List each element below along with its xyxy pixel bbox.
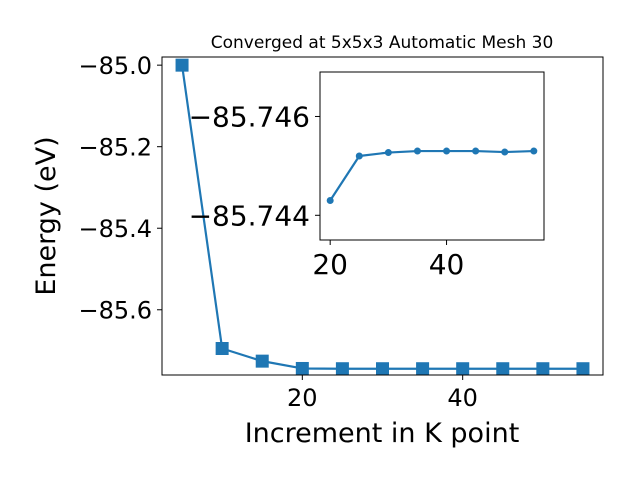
main-data-point xyxy=(496,362,510,376)
main-data-point xyxy=(175,58,189,72)
chart-title: Converged at 5x5x3 Automatic Mesh 30 xyxy=(211,33,554,53)
inset-data-point xyxy=(355,152,363,160)
inset-data-point xyxy=(501,148,509,156)
inset-data-point xyxy=(530,147,538,155)
inset-x-tick-label: 40 xyxy=(429,248,465,281)
inset-y-tick-label: −85.746 xyxy=(189,101,310,134)
main-y-axis: −85.0 −85.2 −85.4 −85.6 xyxy=(78,52,162,324)
main-data-point xyxy=(376,362,389,376)
main-data-point xyxy=(215,342,229,355)
inset-data-point xyxy=(326,196,334,204)
inset-x-tick-label: 20 xyxy=(312,248,348,281)
main-data-point xyxy=(456,362,470,376)
inset-axes-frame xyxy=(319,71,545,241)
main-x-axis: 20 40 xyxy=(287,375,478,412)
inset-x-axis: 20 40 xyxy=(312,240,464,281)
inset-data-point xyxy=(443,147,451,155)
main-chart: Converged at 5x5x3 Automatic Mesh 30 20 4… xyxy=(31,33,604,449)
main-y-tick-label: −85.4 xyxy=(78,215,152,243)
main-x-tick-label: 40 xyxy=(447,384,478,412)
main-data-point xyxy=(255,354,269,368)
y-axis-label: Energy (eV) xyxy=(31,136,62,295)
main-data-point xyxy=(295,361,309,375)
inset-series-line xyxy=(329,149,534,202)
main-data-point xyxy=(416,362,430,376)
main-y-tick-label: −85.0 xyxy=(78,52,152,80)
main-y-tick-label: −85.6 xyxy=(78,296,152,324)
main-data-point xyxy=(335,362,349,376)
x-axis-label: Increment in K point xyxy=(245,418,520,449)
main-axes-frame xyxy=(161,56,604,376)
inset-data-point xyxy=(413,147,421,155)
inset-y-tick-label: −85.744 xyxy=(189,199,310,232)
main-y-tick-label: −85.2 xyxy=(78,133,152,161)
inset-data-point xyxy=(384,149,392,157)
main-data-point xyxy=(536,362,550,376)
inset-axes-background xyxy=(320,72,544,240)
main-plot-area xyxy=(175,58,590,376)
inset-plot-area xyxy=(326,147,538,204)
inset-chart: 20 40 −85.746−85.744 xyxy=(189,71,545,281)
main-x-tick-label: 20 xyxy=(287,384,318,412)
main-data-point xyxy=(576,362,590,376)
inset-y-axis: −85.746 −85.744 xyxy=(189,101,320,232)
inset-data-point xyxy=(472,147,480,155)
